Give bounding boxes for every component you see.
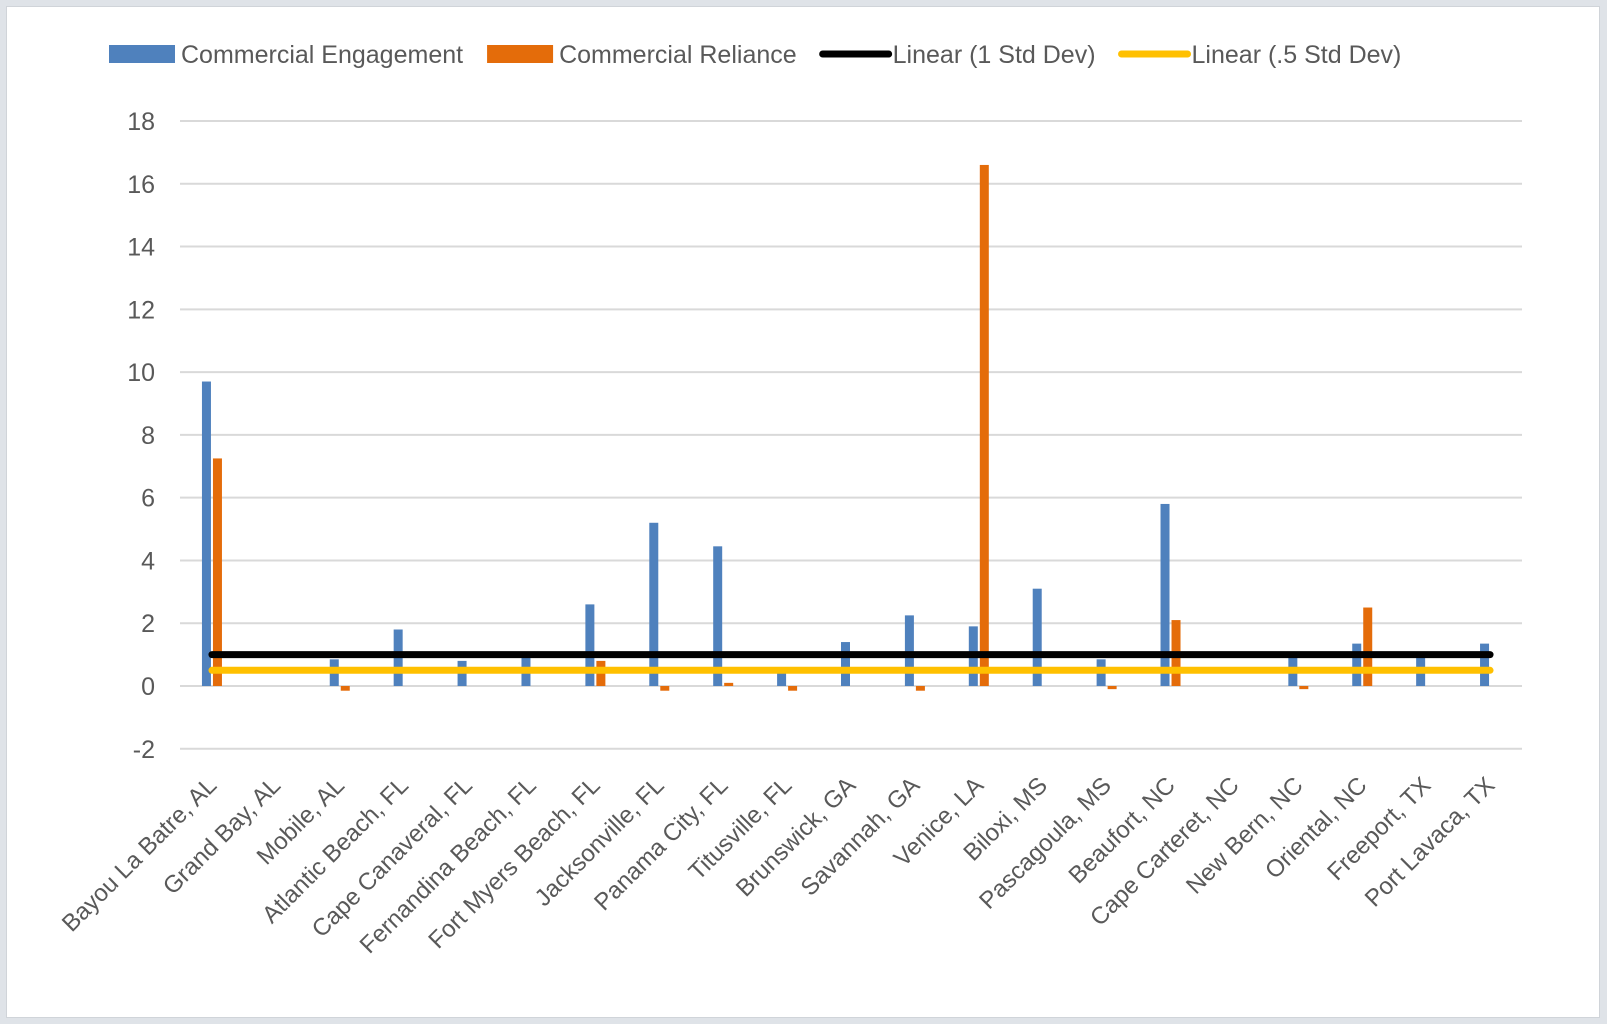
bar-commercial-engagement xyxy=(1352,643,1362,686)
legend-label: Commercial Reliance xyxy=(559,41,797,69)
bar-commercial-engagement xyxy=(201,381,211,686)
bar-chart: Commercial Engagement Commercial Reliance… xyxy=(57,41,1522,959)
legend-item-linear-1-std-dev: Linear (1 Std Dev) xyxy=(819,41,1096,69)
bar-commercial-reliance xyxy=(1107,686,1117,690)
bar-commercial-engagement xyxy=(1032,588,1042,686)
bar-commercial-reliance xyxy=(212,458,222,686)
y-tick-label: 16 xyxy=(127,171,155,199)
y-tick-label: 18 xyxy=(127,108,155,136)
bar-commercial-engagement xyxy=(777,670,787,686)
bar-commercial-engagement xyxy=(1160,503,1170,686)
bar-commercial-reliance xyxy=(788,686,798,691)
bar-commercial-reliance xyxy=(660,686,670,691)
trend-lines xyxy=(208,651,1494,674)
chart-frame: Commercial Engagement Commercial Reliance… xyxy=(6,6,1600,1018)
legend-label: Linear (.5 Std Dev) xyxy=(1192,41,1402,69)
bar-commercial-engagement xyxy=(649,522,659,686)
gridlines xyxy=(180,120,1522,750)
chart-legend: Commercial Engagement Commercial Reliance… xyxy=(109,41,1401,69)
y-tick-label: 0 xyxy=(141,673,155,701)
legend-label: Commercial Engagement xyxy=(181,41,463,69)
y-tick-label: 8 xyxy=(141,422,155,450)
bar-commercial-reliance xyxy=(979,164,989,686)
bar-commercial-engagement xyxy=(585,604,595,686)
legend-swatch xyxy=(487,45,554,63)
legend-item-commercial-reliance: Commercial Reliance xyxy=(487,41,797,69)
y-axis: -2 0 2 4 6 8 10 12 14 16 18 xyxy=(127,108,155,764)
bar-commercial-reliance xyxy=(340,686,350,691)
bar-commercial-reliance xyxy=(1299,686,1309,690)
bar-commercial-engagement xyxy=(713,546,723,686)
bar-commercial-reliance xyxy=(724,682,734,686)
bar-commercial-reliance xyxy=(915,686,925,691)
legend-label: Linear (1 Std Dev) xyxy=(893,41,1096,69)
y-tick-label: 10 xyxy=(127,359,155,387)
legend-swatch xyxy=(109,45,175,63)
y-tick-label: 6 xyxy=(141,485,155,513)
bar-series xyxy=(201,164,1490,691)
y-tick-label: -2 xyxy=(133,736,155,764)
y-tick-label: 2 xyxy=(141,610,155,638)
y-tick-label: 14 xyxy=(127,234,155,262)
bar-commercial-engagement xyxy=(841,642,850,686)
bar-commercial-engagement xyxy=(904,615,914,686)
legend-item-commercial-engagement: Commercial Engagement xyxy=(109,41,463,69)
bar-commercial-reliance xyxy=(1363,607,1373,686)
bar-commercial-engagement xyxy=(1480,643,1490,686)
legend-item-linear-5-std-dev: Linear (.5 Std Dev) xyxy=(1118,41,1402,69)
y-tick-label: 12 xyxy=(127,296,155,324)
y-tick-label: 4 xyxy=(141,547,155,575)
